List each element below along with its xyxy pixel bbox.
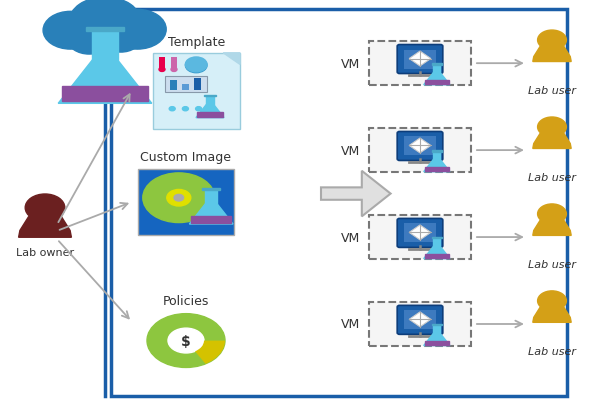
Polygon shape <box>206 97 214 105</box>
FancyBboxPatch shape <box>165 76 207 93</box>
Circle shape <box>174 195 184 202</box>
Wedge shape <box>195 341 225 364</box>
FancyBboxPatch shape <box>404 50 436 69</box>
Polygon shape <box>58 61 152 104</box>
Circle shape <box>159 68 165 72</box>
Text: VM: VM <box>341 144 361 157</box>
Polygon shape <box>196 105 224 119</box>
FancyBboxPatch shape <box>182 85 189 91</box>
Polygon shape <box>202 189 220 191</box>
FancyBboxPatch shape <box>404 224 436 243</box>
Circle shape <box>68 25 111 55</box>
Circle shape <box>538 204 566 224</box>
FancyBboxPatch shape <box>369 302 471 346</box>
Circle shape <box>185 58 207 73</box>
Polygon shape <box>223 54 240 65</box>
Circle shape <box>109 10 166 50</box>
Polygon shape <box>19 217 71 238</box>
FancyBboxPatch shape <box>138 169 234 235</box>
Circle shape <box>185 59 207 74</box>
FancyBboxPatch shape <box>369 43 471 86</box>
Circle shape <box>101 25 141 53</box>
Polygon shape <box>425 254 449 259</box>
Circle shape <box>538 31 566 51</box>
FancyBboxPatch shape <box>397 219 443 248</box>
Text: Template: Template <box>168 36 225 49</box>
Text: Custom Image: Custom Image <box>140 150 232 163</box>
Text: Lab owner: Lab owner <box>16 248 74 258</box>
FancyBboxPatch shape <box>404 137 436 156</box>
Polygon shape <box>433 239 440 247</box>
Polygon shape <box>409 225 431 240</box>
Circle shape <box>171 68 177 72</box>
Circle shape <box>147 314 225 368</box>
Polygon shape <box>92 32 118 61</box>
Text: VM: VM <box>341 231 361 244</box>
FancyBboxPatch shape <box>159 58 165 70</box>
Polygon shape <box>424 74 450 85</box>
Polygon shape <box>425 167 449 172</box>
Circle shape <box>143 173 215 223</box>
Polygon shape <box>409 139 431 154</box>
Polygon shape <box>433 65 440 74</box>
Polygon shape <box>431 64 442 65</box>
Polygon shape <box>533 134 571 149</box>
Polygon shape <box>431 151 442 152</box>
Polygon shape <box>533 221 571 236</box>
Circle shape <box>69 0 141 47</box>
Polygon shape <box>424 334 450 346</box>
Circle shape <box>538 118 566 138</box>
Circle shape <box>169 107 175 112</box>
Polygon shape <box>86 28 124 32</box>
Polygon shape <box>409 52 431 67</box>
Polygon shape <box>191 216 232 224</box>
Polygon shape <box>425 81 449 85</box>
Polygon shape <box>190 204 233 225</box>
Polygon shape <box>425 341 449 345</box>
FancyBboxPatch shape <box>171 58 177 70</box>
Polygon shape <box>433 152 440 160</box>
Circle shape <box>168 328 204 353</box>
Text: Policies: Policies <box>163 295 209 308</box>
Text: Lab user: Lab user <box>528 346 576 356</box>
FancyBboxPatch shape <box>153 54 240 130</box>
FancyBboxPatch shape <box>369 129 471 173</box>
Text: Lab user: Lab user <box>528 259 576 269</box>
FancyBboxPatch shape <box>194 79 201 91</box>
Circle shape <box>167 190 191 206</box>
Circle shape <box>43 12 98 50</box>
Text: VM: VM <box>341 318 361 331</box>
Polygon shape <box>533 47 571 62</box>
FancyBboxPatch shape <box>397 306 443 335</box>
Text: Lab user: Lab user <box>528 172 576 182</box>
Circle shape <box>25 195 65 222</box>
Text: $: $ <box>181 334 191 348</box>
Polygon shape <box>431 237 442 239</box>
FancyBboxPatch shape <box>397 132 443 161</box>
Circle shape <box>538 291 566 311</box>
FancyBboxPatch shape <box>369 216 471 259</box>
Polygon shape <box>533 308 571 323</box>
FancyBboxPatch shape <box>170 81 177 91</box>
FancyBboxPatch shape <box>404 311 436 330</box>
Polygon shape <box>424 160 450 172</box>
Polygon shape <box>197 113 223 118</box>
Polygon shape <box>433 325 440 334</box>
Polygon shape <box>424 247 450 259</box>
Text: Lab user: Lab user <box>528 85 576 95</box>
Polygon shape <box>321 171 391 217</box>
FancyBboxPatch shape <box>397 45 443 74</box>
Polygon shape <box>62 87 148 102</box>
Text: VM: VM <box>341 57 361 71</box>
Circle shape <box>182 107 188 112</box>
Polygon shape <box>205 95 215 97</box>
Polygon shape <box>409 312 431 327</box>
Circle shape <box>196 107 202 112</box>
Polygon shape <box>205 191 217 204</box>
